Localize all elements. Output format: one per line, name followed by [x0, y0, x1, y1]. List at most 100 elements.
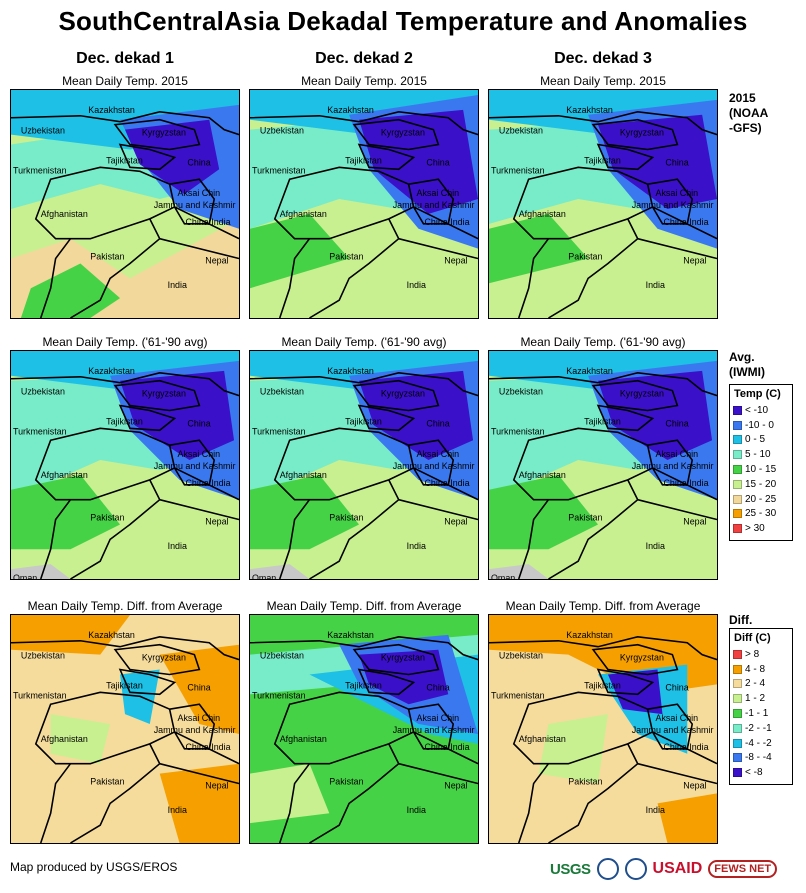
place-label-turkmenistan: Turkmenistan [491, 165, 545, 175]
map-color-region [11, 474, 121, 550]
place-label-nepal: Nepal [205, 516, 228, 526]
place-label-uzbekistan: Uzbekistan [260, 126, 304, 136]
diff-legend-swatch [733, 738, 742, 748]
diff-legend-label: 2 - 4 [745, 678, 766, 690]
place-label-pakistan: Pakistan [568, 252, 602, 262]
place-label-uzbekistan: Uzbekistan [260, 387, 304, 397]
map-color-region [159, 763, 239, 843]
country-borders [489, 372, 717, 579]
row-label-diff: Diff. [729, 613, 752, 628]
place-label-nepal: Nepal [444, 516, 467, 526]
map-color-region [598, 114, 717, 209]
place-label-china_india: China/India [185, 217, 230, 227]
fews-net-logo: FEWS NET [708, 860, 778, 878]
column-header-2: Dec. dekad 2 [315, 50, 413, 67]
place-label-china: China [665, 682, 688, 692]
row-label-line: (IWMI) [729, 365, 765, 379]
place-label-kyrgyzstan: Kyrgyzstan [142, 653, 186, 663]
map-color-region [489, 474, 599, 550]
temp-legend-label: 25 - 30 [745, 508, 777, 520]
place-label-uzbekistan: Uzbekistan [21, 126, 65, 136]
page-title: SouthCentralAsia Dekadal Temperature and… [58, 6, 748, 36]
diff-legend-swatch [733, 723, 742, 733]
diff-legend-item: 1 - 2 [733, 691, 792, 706]
place-label-kyrgyzstan: Kyrgyzstan [620, 128, 664, 138]
diff-legend-item: -2 - -1 [733, 721, 792, 736]
place-label-china: China [665, 157, 688, 167]
place-label-nepal: Nepal [444, 780, 467, 790]
temp-legend-item: -10 - 0 [733, 418, 792, 433]
map-subtitle: Mean Daily Temp. ('61-'90 avg) [281, 335, 447, 349]
map-credit: Map produced by USGS/EROS [10, 860, 178, 874]
place-label-jammu_kashmir: Jammu and Kashmir [154, 461, 236, 471]
temp-legend-item: 5 - 10 [733, 447, 792, 462]
map-panel-avg-dekad-1: Kazakhstan Uzbekistan Kyrgyzstan Tajikistan… [10, 350, 240, 580]
diff-legend-label: > 8 [745, 648, 760, 660]
temp-legend-item: 25 - 30 [733, 507, 792, 522]
place-label-kyrgyzstan: Kyrgyzstan [381, 653, 425, 663]
place-label-india: India [168, 541, 187, 551]
place-label-kyrgyzstan: Kyrgyzstan [142, 389, 186, 399]
map-panel-diff-dekad-1: Kazakhstan Uzbekistan Kyrgyzstan Tajikistan… [10, 614, 240, 844]
map-panel-2015-dekad-2: Kazakhstan Uzbekistan Kyrgyzstan Tajikistan… [249, 89, 479, 319]
place-label-aksai_chin: Aksai Chin [178, 449, 221, 459]
column-header-1: Dec. dekad 1 [76, 50, 174, 67]
country-borders [11, 372, 239, 579]
row-label-line: -GFS) [729, 121, 762, 135]
map-color-region [250, 763, 330, 824]
place-label-turkmenistan: Turkmenistan [252, 690, 306, 700]
map-color-region [657, 793, 717, 843]
place-label-tajikistan: Tajikistan [584, 155, 621, 165]
map-subtitle: Mean Daily Temp. Diff. from Average [266, 599, 462, 613]
place-label-pakistan: Pakistan [568, 777, 602, 787]
country-borders [489, 111, 717, 318]
place-label-jammu_kashmir: Jammu and Kashmir [393, 461, 475, 471]
row-label-line: (NOAA [729, 106, 769, 120]
place-label-pakistan: Pakistan [329, 777, 363, 787]
place-label-china_india: China/India [663, 478, 708, 488]
place-label-nepal: Nepal [683, 516, 706, 526]
diff-legend-label: -8 - -4 [745, 752, 772, 764]
place-label-uzbekistan: Uzbekistan [499, 387, 543, 397]
place-label-kazakhstan: Kazakhstan [327, 366, 374, 376]
temp-legend-swatch [733, 405, 742, 415]
place-label-china: China [426, 418, 449, 428]
map-subtitle: Mean Daily Temp. Diff. from Average [505, 599, 701, 613]
row-label-line: Avg. [729, 350, 755, 364]
temp-legend-swatch [733, 509, 742, 519]
place-label-tajikistan: Tajikistan [345, 155, 382, 165]
row-label-2015: 2015 (NOAA -GFS) [729, 91, 768, 136]
place-label-jammu_kashmir: Jammu and Kashmir [632, 725, 714, 735]
place-label-india: India [646, 541, 665, 551]
place-label-tajikistan: Tajikistan [106, 680, 143, 690]
temp-legend-label: 5 - 10 [745, 449, 771, 461]
place-label-afghanistan: Afghanistan [280, 734, 327, 744]
place-label-turkmenistan: Turkmenistan [13, 690, 67, 700]
logo-bar: USGS USAID FEWS NET [550, 858, 778, 880]
place-label-kyrgyzstan: Kyrgyzstan [381, 128, 425, 138]
place-label-kazakhstan: Kazakhstan [88, 105, 135, 115]
temp-legend-swatch [733, 494, 742, 504]
place-label-afghanistan: Afghanistan [41, 734, 88, 744]
temp-legend-swatch [733, 465, 742, 475]
diff-legend-title: Diff (C) [734, 632, 771, 644]
country-borders [250, 372, 478, 579]
place-label-kyrgyzstan: Kyrgyzstan [620, 389, 664, 399]
temp-legend-label: < -10 [745, 404, 769, 416]
place-label-afghanistan: Afghanistan [280, 470, 327, 480]
place-label-oman: Oman [491, 573, 515, 579]
place-label-jammu_kashmir: Jammu and Kashmir [632, 461, 714, 471]
place-label-jammu_kashmir: Jammu and Kashmir [632, 200, 714, 210]
place-label-india: India [168, 280, 187, 290]
place-label-jammu_kashmir: Jammu and Kashmir [393, 725, 475, 735]
diff-legend-item: 4 - 8 [733, 662, 792, 677]
place-label-tajikistan: Tajikistan [106, 416, 143, 426]
temp-legend-title: Temp (C) [734, 388, 781, 400]
place-label-kyrgyzstan: Kyrgyzstan [142, 128, 186, 138]
place-label-tajikistan: Tajikistan [345, 416, 382, 426]
diff-legend-label: 4 - 8 [745, 663, 766, 675]
map-color-region [11, 615, 130, 655]
place-label-aksai_chin: Aksai Chin [656, 449, 699, 459]
map-panel-diff-dekad-3: Kazakhstan Uzbekistan Kyrgyzstan Tajikistan… [488, 614, 718, 844]
place-label-kyrgyzstan: Kyrgyzstan [620, 653, 664, 663]
